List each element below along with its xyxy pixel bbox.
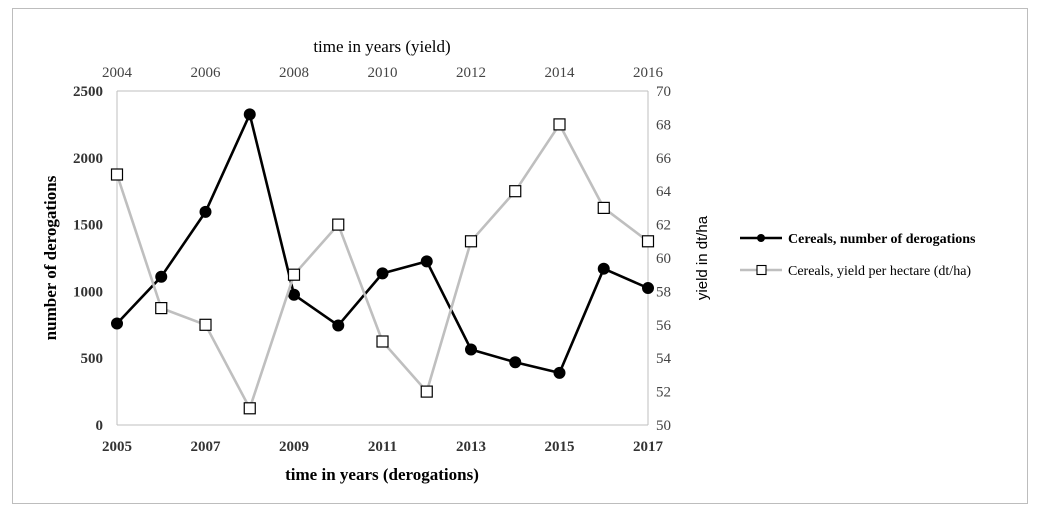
y-left-tick-label: 1500 <box>73 218 103 234</box>
y-right-tick-label: 56 <box>656 318 672 334</box>
y-right-tick-label: 64 <box>656 184 672 200</box>
y-right-tick-label: 60 <box>656 251 671 267</box>
yield-point <box>287 268 301 281</box>
yield-point <box>553 118 566 131</box>
x-bottom-tick-label: 2007 <box>191 439 222 455</box>
axes-group <box>116 90 649 426</box>
y-right-tick-label: 52 <box>656 385 671 401</box>
derogations-point <box>420 255 433 268</box>
derogations-point <box>642 282 654 295</box>
series-group <box>110 108 655 415</box>
x-top-tick-label: 2014 <box>545 65 576 81</box>
left-axis-title: number of derogations <box>41 175 60 340</box>
y-right-tick-label: 68 <box>656 117 671 133</box>
derogations-point <box>243 108 256 121</box>
y-right-tick-label: 66 <box>656 151 672 167</box>
derogations-point <box>465 343 477 356</box>
x-top-tick-label: 2006 <box>191 65 222 81</box>
derogations-point <box>199 205 212 218</box>
top-axis-title: time in years (yield) <box>313 37 450 56</box>
derogations-point <box>597 262 610 275</box>
y-right-tick-label: 54 <box>656 351 672 367</box>
y-left-tick-label: 0 <box>96 418 104 434</box>
y-left-tick-label: 2500 <box>73 84 103 100</box>
derogations-point <box>155 270 168 283</box>
legend-marker-derogations <box>757 234 765 242</box>
yield-point <box>376 335 389 348</box>
series-line-2 <box>115 123 649 410</box>
yield-point <box>464 235 478 248</box>
yield-point <box>243 402 256 415</box>
legend-marker-yield <box>756 264 767 276</box>
derogations-point <box>553 366 566 379</box>
series-line-1 <box>116 113 649 375</box>
x-top-tick-label: 2010 <box>368 65 398 81</box>
x-bottom-tick-label: 2011 <box>368 439 397 455</box>
x-bottom-tick-label: 2009 <box>279 439 309 455</box>
derogations-point <box>332 319 345 332</box>
yield-point <box>110 168 124 181</box>
y-right-tick-label: 58 <box>656 284 671 300</box>
derogations-point <box>376 267 389 280</box>
y-right-tick-label: 50 <box>656 418 671 434</box>
yield-point <box>332 218 345 231</box>
x-bottom-tick-label: 2013 <box>456 439 486 455</box>
legend-label-derogations: Cereals, number of derogations <box>788 232 976 247</box>
yield-point <box>641 235 655 248</box>
x-top-tick-label: 2016 <box>633 65 664 81</box>
derogations-point <box>111 317 123 330</box>
legend-label-yield: Cereals, yield per hectare (dt/ha) <box>788 264 971 279</box>
y-left-tick-label: 1000 <box>73 284 103 300</box>
yield-point <box>199 318 212 331</box>
x-bottom-tick-label: 2005 <box>102 439 132 455</box>
bottom-axis-title: time in years (derogations) <box>285 465 479 484</box>
tick-labels-group: 2005 2007 2009 2011 2013 2015 2017 2004 2006 2008… <box>73 65 672 455</box>
y-left-tick-label: 500 <box>81 351 104 367</box>
right-axis-title: yield in dt/ha <box>694 215 711 300</box>
yield-point <box>509 185 522 198</box>
derogations-point <box>288 288 300 301</box>
legend: Cereals, number of derogations Cereals, y… <box>740 232 976 279</box>
x-top-tick-label: 2004 <box>102 65 133 81</box>
x-bottom-tick-label: 2015 <box>545 439 575 455</box>
y-right-tick-label: 62 <box>656 218 671 234</box>
y-left-tick-label: 2000 <box>73 151 103 167</box>
yield-point <box>155 302 168 315</box>
y-right-tick-label: 70 <box>656 84 671 100</box>
derogations-point <box>509 356 522 369</box>
x-top-tick-label: 2012 <box>456 65 486 81</box>
yield-point <box>597 201 610 214</box>
x-bottom-tick-label: 2017 <box>633 439 664 455</box>
x-top-tick-label: 2008 <box>279 65 309 81</box>
yield-point <box>420 385 433 398</box>
